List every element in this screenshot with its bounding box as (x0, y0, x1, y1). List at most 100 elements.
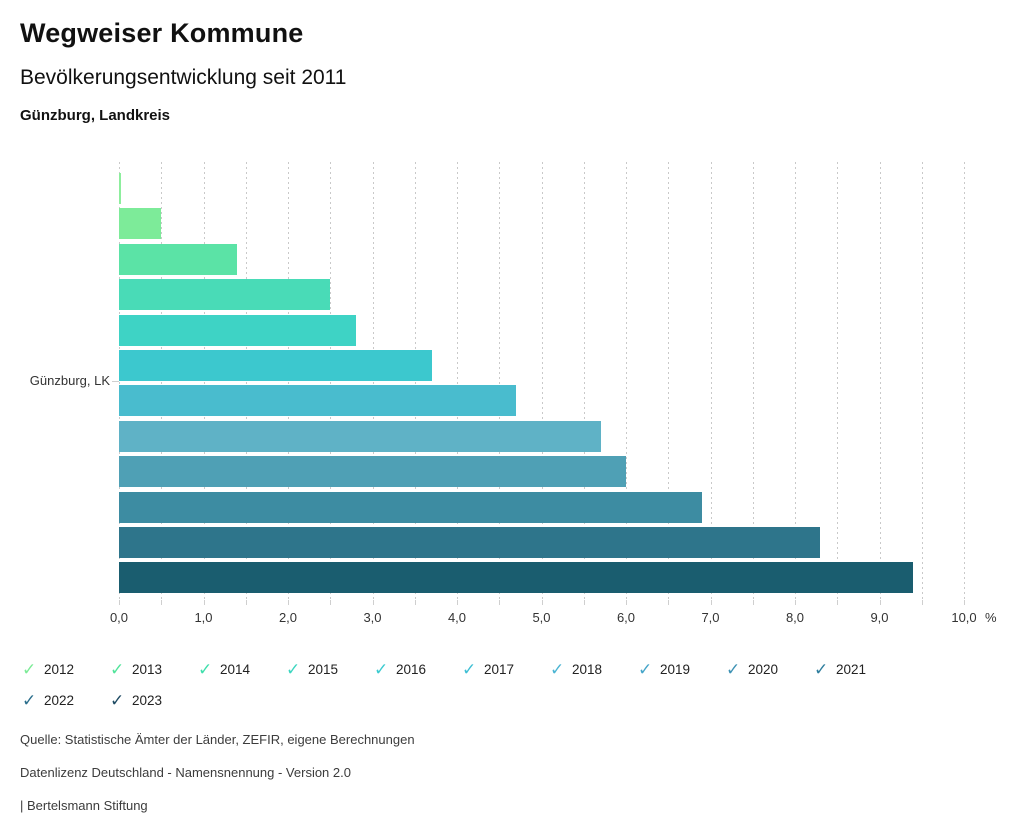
x-axis-tick (668, 600, 670, 605)
x-axis-tick (119, 600, 120, 605)
checkmark-icon: ✓ (814, 660, 829, 679)
legend-year-label: 2014 (220, 662, 251, 677)
checkmark-icon: ✓ (110, 691, 125, 710)
gridline (372, 162, 374, 600)
checkmark-icon: ✓ (22, 660, 37, 679)
bar-2013 (119, 208, 162, 240)
gridline (414, 162, 416, 600)
bar-2015 (119, 279, 331, 311)
legend-year-label: 2015 (308, 662, 339, 677)
x-axis-tick (372, 600, 374, 605)
bar-2019 (119, 420, 601, 452)
plot-area: 0,0 1,0 2,0 3,0 4,0 5,0 6,0 7,0 8,0 9,0 10,0 (110, 162, 977, 625)
bar-2021 (119, 491, 703, 523)
legend-item-2022[interactable]: ✓ 2022 (22, 692, 110, 709)
gridline (837, 162, 839, 600)
legend-item-2013[interactable]: ✓ 2013 (110, 661, 198, 678)
checkmark-icon: ✓ (110, 660, 125, 679)
bar-2020 (119, 456, 626, 488)
bar-2017 (119, 350, 432, 381)
axis-unit-label: % (985, 610, 997, 625)
legend-item-2017[interactable]: ✓ 2017 (462, 661, 550, 678)
x-axis-tick (752, 600, 754, 605)
legend-year-label: 2022 (44, 693, 75, 708)
gridline (752, 162, 754, 600)
gridline (668, 162, 670, 600)
x-axis-tick (161, 600, 163, 605)
x-tick-label: 10,0 (951, 610, 977, 625)
checkmark-icon: ✓ (638, 660, 653, 679)
checkmark-icon: ✓ (550, 660, 565, 679)
bar-2016 (119, 314, 356, 346)
x-tick-label: 0,0 (109, 610, 129, 625)
gridline (161, 162, 163, 600)
legend-item-2016[interactable]: ✓ 2016 (374, 661, 462, 678)
legend-year-label: 2021 (836, 662, 867, 677)
x-axis-tick (245, 600, 247, 605)
legend-item-2015[interactable]: ✓ 2015 (286, 661, 374, 678)
gridline (330, 162, 332, 600)
x-tick-label: 9,0 (870, 610, 889, 625)
legend-year-label: 2012 (44, 662, 75, 677)
legend-year-label: 2023 (132, 693, 163, 708)
legend-item-2020[interactable]: ✓ 2020 (726, 661, 814, 678)
checkmark-icon: ✓ (462, 660, 477, 679)
gridline (541, 162, 543, 600)
bar-2022 (119, 527, 821, 558)
region-name: Günzburg, Landkreis (20, 107, 171, 124)
chart-footer: Quelle: Statistische Ämter der Länder, Z… (20, 732, 415, 831)
legend-item-2014[interactable]: ✓ 2014 (198, 661, 286, 678)
x-axis-tick (964, 600, 965, 605)
chart-header: Wegweiser Kommune Bevölkerungsentwicklun… (20, 18, 346, 124)
x-tick-label: 2,0 (278, 610, 298, 625)
gridline (626, 162, 627, 600)
bar-2018 (119, 385, 517, 417)
attribution-text: | Bertelsmann Stiftung (20, 798, 148, 813)
chart-subtitle: Bevölkerungsentwicklung seit 2011 (20, 66, 347, 89)
x-axis-tick (837, 600, 839, 605)
checkmark-icon: ✓ (726, 660, 741, 679)
legend-item-2019[interactable]: ✓ 2019 (638, 661, 726, 678)
x-tick-label: 4,0 (447, 610, 467, 625)
license-text: Datenlizenz Deutschland - Namensnennung … (20, 765, 351, 780)
legend-item-2021[interactable]: ✓ 2021 (814, 661, 902, 678)
gridline (457, 162, 458, 600)
bar-2014 (119, 243, 238, 275)
x-tick-label: 1,0 (194, 610, 213, 625)
legend-year-label: 2013 (132, 662, 163, 677)
gridline (795, 162, 796, 600)
gridline (119, 162, 120, 600)
legend-year-label: 2017 (484, 662, 515, 677)
legend: ✓ 2012 ✓ 2013 ✓ 2014 ✓ 2015 ✓ 2016 ✓ 2017 ✓ 2018 ✓ 2019… (22, 661, 952, 709)
gridline (710, 162, 712, 600)
x-tick-label: 7,0 (701, 610, 720, 625)
legend-year-label: 2019 (660, 662, 691, 677)
legend-year-label: 2018 (572, 662, 603, 677)
legend-item-2023[interactable]: ✓ 2023 (110, 692, 198, 709)
checkmark-icon: ✓ (374, 660, 389, 679)
x-axis-tick (710, 600, 712, 605)
checkmark-icon: ✓ (286, 660, 301, 679)
bar-2012 (119, 173, 121, 204)
gridline (288, 162, 289, 600)
y-axis-label: Günzburg, LK (29, 373, 110, 388)
bar-2023 (119, 562, 914, 594)
legend-year-label: 2016 (396, 662, 427, 677)
legend-item-2012[interactable]: ✓ 2012 (22, 661, 110, 678)
y-axis-tick (112, 381, 119, 382)
source-text: Quelle: Statistische Ämter der Länder, Z… (20, 732, 415, 747)
legend-item-2018[interactable]: ✓ 2018 (550, 661, 638, 678)
gridline (203, 162, 205, 600)
x-axis-tick (795, 600, 796, 605)
x-axis-tick (879, 600, 881, 605)
x-tick-label: 3,0 (363, 610, 382, 625)
x-axis-tick (921, 600, 923, 605)
gridline (245, 162, 247, 600)
x-axis-tick (583, 600, 585, 605)
gridline (921, 162, 923, 600)
page-title: Wegweiser Kommune (20, 18, 304, 48)
x-axis-tick (330, 600, 332, 605)
gridline (879, 162, 881, 600)
x-axis-tick (499, 600, 501, 605)
checkmark-icon: ✓ (22, 691, 37, 710)
